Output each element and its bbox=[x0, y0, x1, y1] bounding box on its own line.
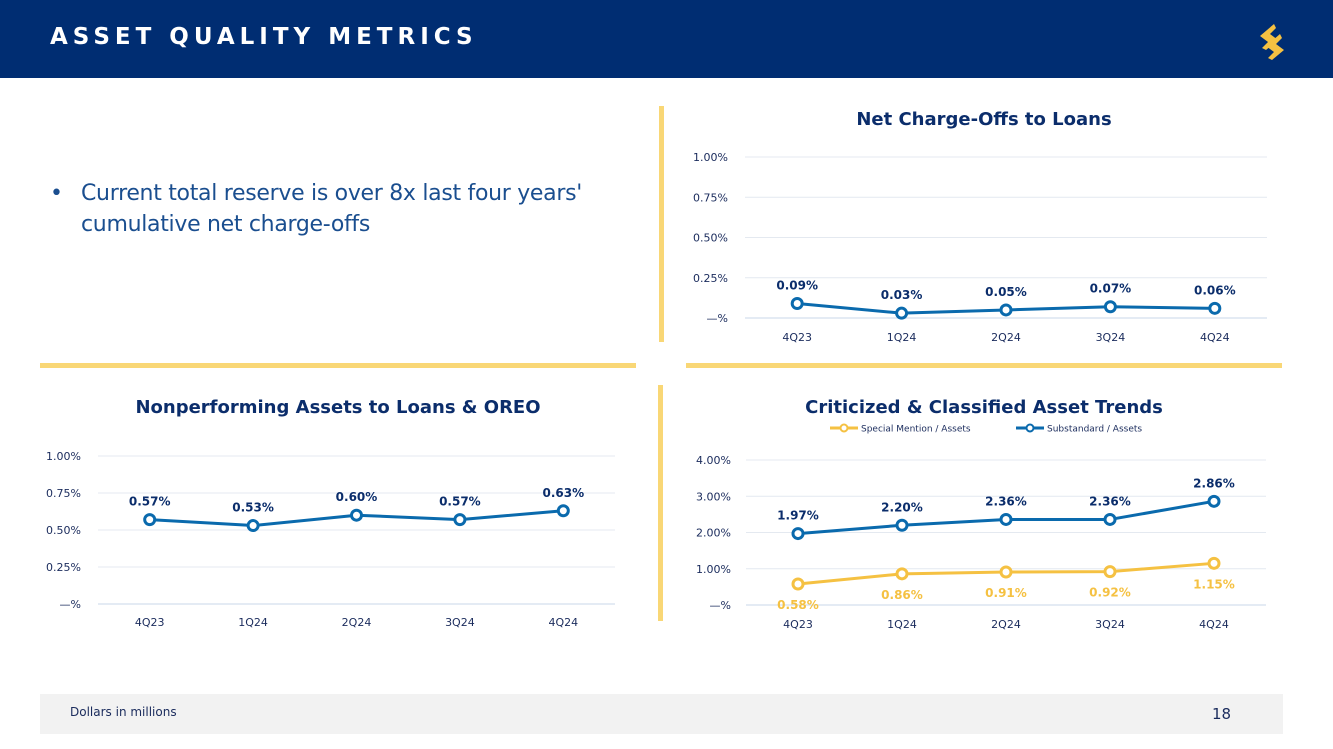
y-tick-label: —% bbox=[707, 312, 728, 325]
x-tick-label: 4Q23 bbox=[135, 616, 165, 629]
data-label: 0.92% bbox=[1089, 586, 1131, 600]
data-point bbox=[895, 306, 909, 320]
page-title: ASSET QUALITY METRICS bbox=[50, 24, 478, 50]
footer-bar: Dollars in millions 18 bbox=[40, 694, 1283, 734]
x-tick-label: 4Q23 bbox=[782, 331, 812, 344]
y-tick-label: 0.75% bbox=[693, 191, 728, 204]
x-tick-label: 1Q24 bbox=[887, 618, 917, 631]
data-point bbox=[790, 297, 804, 311]
divider-vertical-bottom bbox=[658, 385, 663, 621]
data-point bbox=[999, 303, 1013, 317]
data-label: 0.05% bbox=[985, 285, 1027, 299]
y-tick-label: 0.25% bbox=[46, 561, 81, 574]
y-tick-label: 4.00% bbox=[696, 454, 731, 467]
data-point bbox=[1103, 565, 1117, 579]
bullet-marker: • bbox=[50, 181, 63, 206]
x-tick-label: 4Q23 bbox=[783, 618, 813, 631]
nonperforming-assets-chart: Nonperforming Assets to Loans & OREO —% 0.… bbox=[40, 388, 636, 643]
data-label: 0.63% bbox=[542, 486, 584, 500]
data-point bbox=[556, 504, 570, 518]
chart-svg: Nonperforming Assets to Loans & OREO —% 0.… bbox=[46, 397, 615, 629]
data-label: 0.57% bbox=[129, 495, 171, 509]
x-tick-label: 3Q24 bbox=[1095, 618, 1125, 631]
chart-svg: Criticized & Classified Asset Trends —% 1.… bbox=[696, 397, 1266, 631]
x-tick-label: 1Q24 bbox=[238, 616, 268, 629]
y-tick-label: 1.00% bbox=[46, 450, 81, 463]
y-tick-label: 0.25% bbox=[693, 272, 728, 285]
y-tick-label: 0.50% bbox=[46, 524, 81, 537]
data-point bbox=[791, 527, 805, 541]
x-tick-label: 4Q24 bbox=[1200, 331, 1230, 344]
company-logo-icon bbox=[1260, 24, 1284, 60]
data-point bbox=[999, 512, 1013, 526]
data-point bbox=[453, 513, 467, 527]
y-tick-label: 3.00% bbox=[696, 490, 731, 503]
data-point bbox=[350, 508, 363, 522]
data-label: 0.03% bbox=[881, 288, 923, 302]
data-label: 2.36% bbox=[1089, 494, 1131, 508]
legend-marker bbox=[839, 423, 849, 433]
footer-note: Dollars in millions bbox=[70, 705, 177, 719]
data-label: 0.57% bbox=[439, 495, 481, 509]
data-point bbox=[791, 577, 805, 591]
data-label: 0.91% bbox=[985, 586, 1027, 600]
divider-vertical-top bbox=[659, 106, 664, 342]
data-point bbox=[1207, 556, 1221, 570]
data-label: 2.86% bbox=[1193, 476, 1235, 490]
data-point bbox=[143, 513, 157, 527]
x-tick-label: 3Q24 bbox=[1096, 331, 1126, 344]
criticized-classified-chart: Criticized & Classified Asset Trends —% 1.… bbox=[686, 388, 1282, 643]
y-tick-label: 0.75% bbox=[46, 487, 81, 500]
data-label: 1.15% bbox=[1193, 577, 1235, 591]
y-tick-label: —% bbox=[710, 599, 731, 612]
data-point bbox=[1207, 494, 1221, 508]
x-tick-label: 2Q24 bbox=[991, 618, 1021, 631]
x-tick-label: 2Q24 bbox=[342, 616, 372, 629]
data-point bbox=[1103, 300, 1117, 314]
chart-title: Criticized & Classified Asset Trends bbox=[805, 397, 1163, 418]
chart-svg: Net Charge-Offs to Loans —% 0.25% 0.50% 0.75… bbox=[693, 109, 1267, 344]
net-charge-offs-chart: Net Charge-Offs to Loans —% 0.25% 0.50% 0.75… bbox=[686, 100, 1282, 355]
data-label: 2.36% bbox=[985, 494, 1027, 508]
page-number: 18 bbox=[1212, 705, 1232, 723]
legend-label: Special Mention / Assets bbox=[861, 425, 971, 435]
y-tick-label: 2.00% bbox=[696, 527, 731, 540]
data-point bbox=[1103, 512, 1117, 526]
data-label: 0.07% bbox=[1090, 282, 1132, 296]
y-tick-label: 1.00% bbox=[696, 563, 731, 576]
x-tick-label: 4Q24 bbox=[1199, 618, 1229, 631]
bullet-item: Current total reserve is over 8x last fo… bbox=[81, 181, 582, 237]
x-tick-label: 1Q24 bbox=[887, 331, 917, 344]
x-tick-label: 2Q24 bbox=[991, 331, 1021, 344]
legend-label: Substandard / Assets bbox=[1047, 425, 1142, 435]
divider-horizontal-right bbox=[686, 363, 1282, 368]
data-label: 1.97% bbox=[777, 509, 819, 523]
data-label: 0.53% bbox=[232, 501, 274, 515]
data-label: 0.60% bbox=[336, 490, 378, 504]
data-label: 0.86% bbox=[881, 588, 923, 602]
x-tick-label: 3Q24 bbox=[445, 616, 475, 629]
data-label: 0.06% bbox=[1194, 283, 1236, 297]
divider-horizontal-left bbox=[40, 363, 636, 368]
x-tick-label: 4Q24 bbox=[548, 616, 578, 629]
legend-marker bbox=[1025, 423, 1035, 433]
data-point bbox=[999, 565, 1013, 579]
y-tick-label: —% bbox=[60, 598, 81, 611]
data-point bbox=[895, 567, 909, 581]
data-point bbox=[246, 519, 260, 533]
data-point bbox=[895, 518, 909, 532]
chart-title: Net Charge-Offs to Loans bbox=[856, 109, 1111, 130]
y-tick-label: 1.00% bbox=[693, 151, 728, 164]
data-label: 2.20% bbox=[881, 500, 923, 514]
chart-title: Nonperforming Assets to Loans & OREO bbox=[135, 397, 540, 418]
y-tick-label: 0.50% bbox=[693, 232, 728, 245]
header-bar: ASSET QUALITY METRICS bbox=[0, 0, 1333, 78]
data-label: 0.09% bbox=[776, 279, 818, 293]
data-label: 0.58% bbox=[777, 598, 819, 612]
data-point bbox=[1208, 301, 1222, 315]
